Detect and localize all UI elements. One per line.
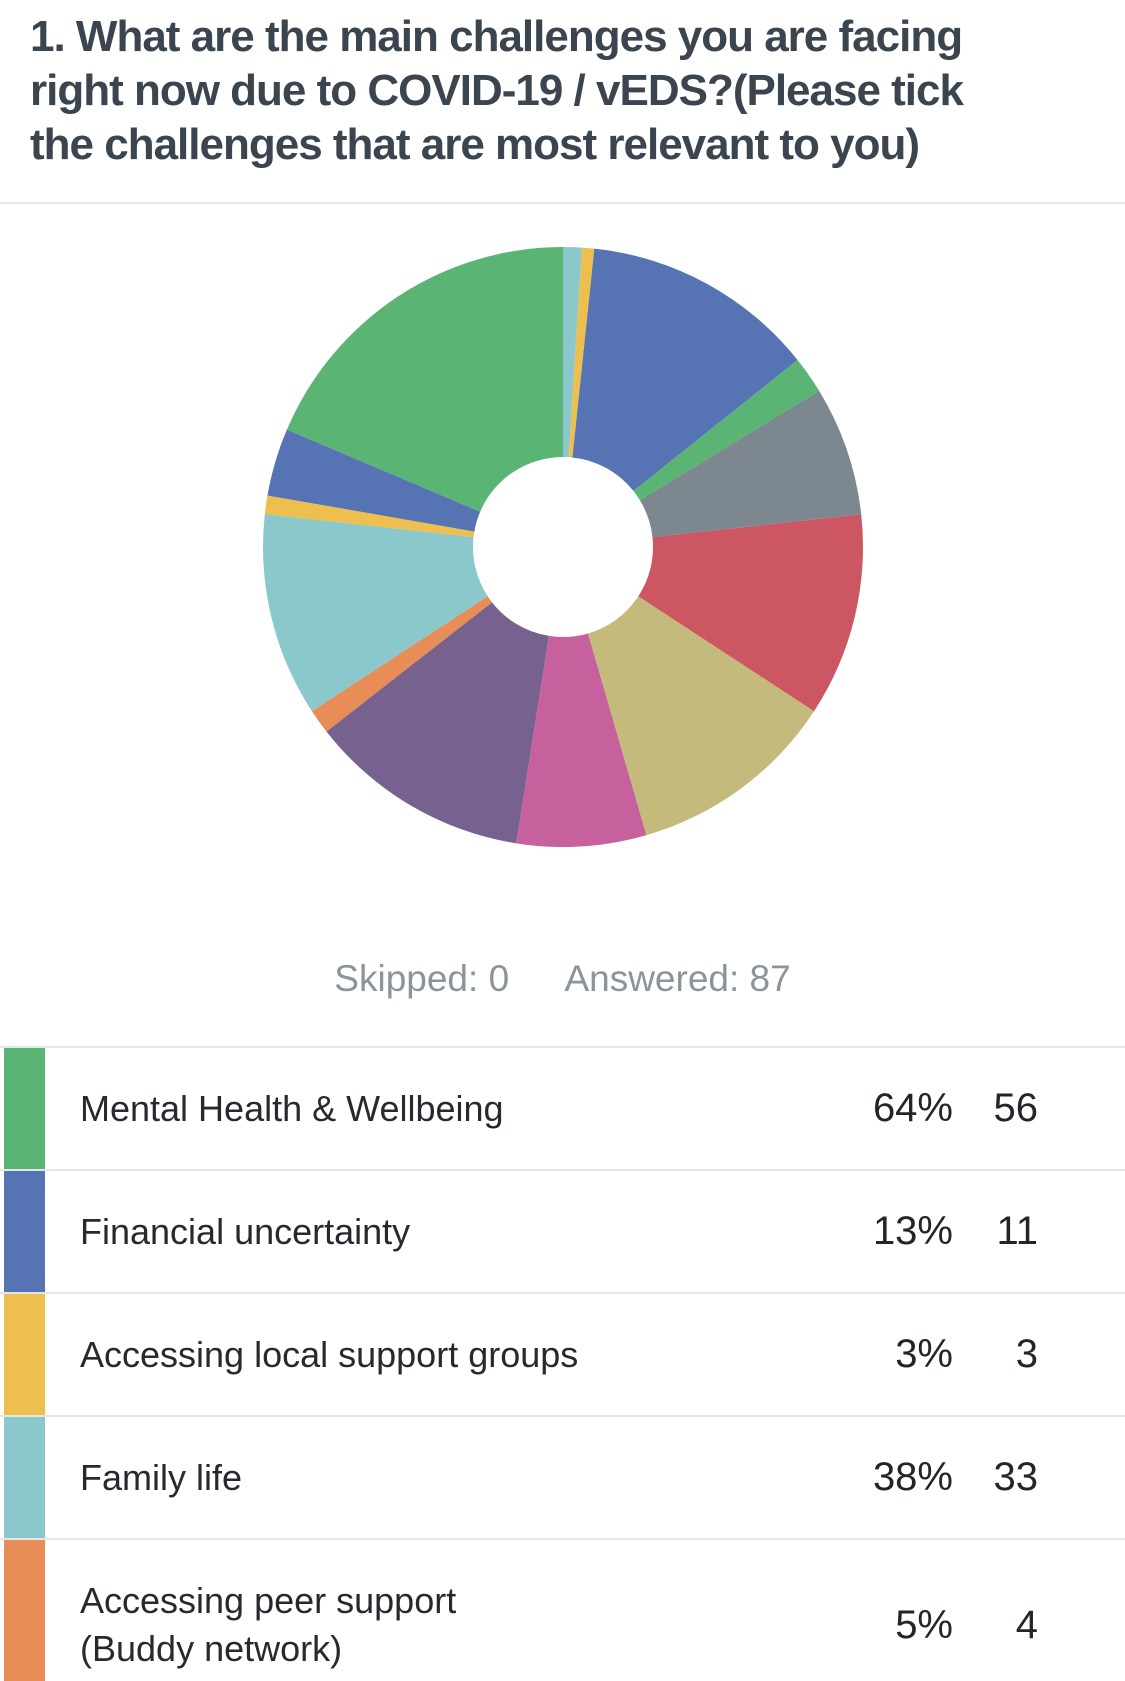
pie-segment-11[interactable] <box>572 248 798 491</box>
pie-segment-7[interactable] <box>588 596 815 836</box>
legend-row: Accessing peer support (Buddy network) 5… <box>0 1538 1125 1681</box>
legend-label: Accessing local support groups <box>80 1333 579 1375</box>
legend-label: Mental Health & Wellbeing <box>80 1087 504 1129</box>
skipped-count: Skipped: 0 <box>334 958 510 999</box>
pie-segment-9[interactable] <box>639 390 862 538</box>
pie-segment-5[interactable] <box>326 602 549 844</box>
legend-count: 11 <box>996 1209 1038 1253</box>
legend-count: 56 <box>993 1086 1039 1130</box>
question-header: 1. What are the main challenges you are … <box>0 0 1125 204</box>
pie-segment-12[interactable] <box>568 247 595 458</box>
legend-label: Accessing peer support (Buddy network) <box>80 1580 457 1669</box>
pie-segment-8[interactable] <box>638 514 863 712</box>
legend-count: 33 <box>993 1455 1039 1499</box>
legend-color-swatch <box>4 1540 45 1681</box>
legend-percent: 64% <box>872 1086 953 1130</box>
response-stats: Skipped: 0 Answered: 87 <box>0 957 1125 1001</box>
pie-segment-0[interactable] <box>286 247 563 512</box>
legend-label: Family life <box>80 1456 243 1498</box>
legend-color-swatch <box>4 1171 45 1292</box>
pie-segment-2[interactable] <box>264 495 475 538</box>
pie-segment-6[interactable] <box>516 633 647 847</box>
pie-segment-1[interactable] <box>267 429 481 532</box>
question-title: 1. What are the main challenges you are … <box>30 12 964 169</box>
donut-chart <box>0 247 1125 847</box>
donut-chart-svg <box>263 247 863 847</box>
legend-count: 4 <box>1015 1602 1038 1647</box>
pie-segment-4[interactable] <box>311 596 493 732</box>
legend-percent: 5% <box>895 1602 953 1647</box>
pie-segment-13[interactable] <box>563 247 582 458</box>
legend-color-swatch <box>4 1294 45 1415</box>
answer-legend-table: Mental Health & Wellbeing 64% 56 Financi… <box>0 1046 1125 1681</box>
legend-percent: 13% <box>872 1209 953 1253</box>
legend-row: Mental Health & Wellbeing 64% 56 <box>0 1046 1125 1169</box>
pie-segment-3[interactable] <box>263 514 488 712</box>
legend-color-swatch <box>4 1417 45 1538</box>
answered-count: Answered: 87 <box>564 958 791 999</box>
legend-row: Family life 38% 33 <box>0 1415 1125 1538</box>
legend-count: 3 <box>1015 1332 1038 1376</box>
legend-percent: 3% <box>895 1332 953 1376</box>
legend-color-swatch <box>4 1048 45 1169</box>
legend-percent: 38% <box>872 1455 953 1499</box>
pie-segment-10[interactable] <box>633 359 820 501</box>
legend-row: Accessing local support groups 3% 3 <box>0 1292 1125 1415</box>
legend-label: Financial uncertainty <box>80 1210 411 1252</box>
legend-row: Financial uncertainty 13% 11 <box>0 1169 1125 1292</box>
